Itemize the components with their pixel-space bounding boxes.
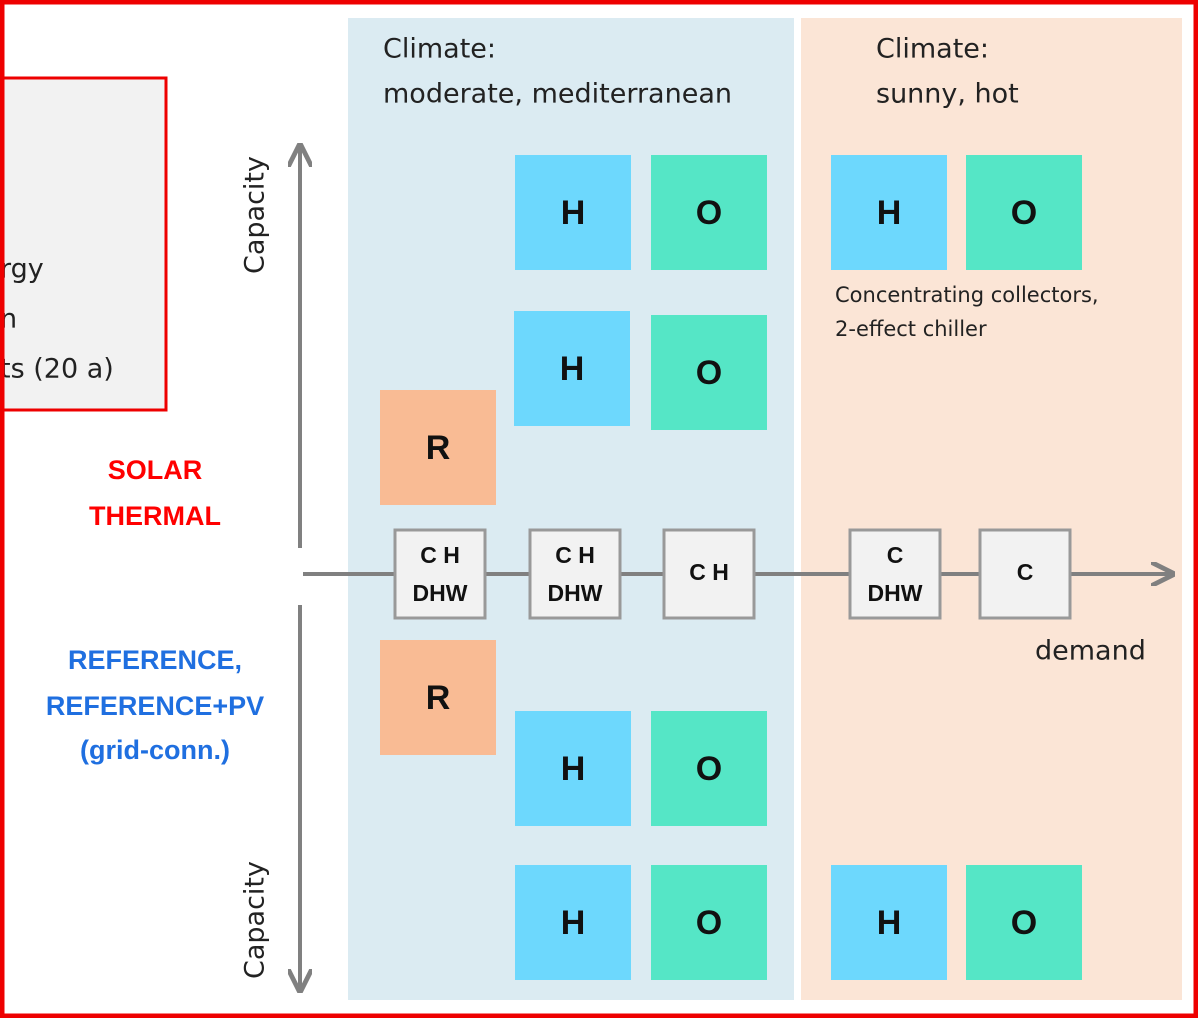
demand-node — [393, 528, 487, 620]
block-label: O — [696, 194, 722, 232]
block-label: O — [696, 354, 722, 392]
block-label: H — [561, 904, 586, 942]
block — [651, 711, 767, 826]
demand-node-label: DHW — [413, 580, 468, 606]
side-label: REFERENCE, — [68, 645, 242, 675]
block-label: O — [1011, 194, 1037, 232]
block — [380, 640, 496, 755]
left-box-line: ts (20 a) — [0, 354, 114, 385]
left-box — [0, 76, 168, 412]
block — [515, 865, 631, 980]
note: Concentrating collectors, — [835, 283, 1099, 307]
block-label: R — [426, 429, 451, 467]
block — [380, 390, 496, 505]
climate-title: Climate: — [876, 34, 989, 65]
side-label: REFERENCE+PV — [46, 691, 264, 721]
block — [966, 155, 1082, 270]
demand-node — [528, 528, 622, 620]
block — [831, 865, 947, 980]
demand-node-label: C H — [555, 542, 595, 568]
axis-label: Capacity — [240, 156, 271, 274]
block — [515, 155, 631, 270]
block-label: O — [1011, 904, 1037, 942]
block — [966, 865, 1082, 980]
block-label: H — [561, 194, 586, 232]
axis-label: demand — [1035, 636, 1146, 667]
block — [651, 315, 767, 430]
climate-desc: sunny, hot — [876, 79, 1019, 110]
block-label: H — [561, 750, 586, 788]
demand-node-label: DHW — [868, 580, 923, 606]
demand-node — [848, 528, 942, 620]
left-box-line: rgy — [0, 254, 44, 285]
demand-node-label: C H — [420, 542, 460, 568]
climate-title: Climate: — [383, 34, 496, 65]
demand-node — [662, 528, 756, 620]
demand-node-label: C — [1017, 559, 1034, 585]
axis-label: Capacity — [240, 861, 271, 979]
side-label: (grid-conn.) — [80, 735, 230, 765]
block-label: R — [426, 679, 451, 717]
demand-node-label: C H — [689, 559, 729, 585]
block-label: H — [877, 194, 902, 232]
block — [514, 311, 630, 426]
side-label: THERMAL — [89, 501, 221, 531]
block-label: O — [696, 750, 722, 788]
block-label: H — [560, 350, 585, 388]
demand-node-label: C — [887, 542, 904, 568]
demand-node-label: DHW — [548, 580, 603, 606]
block-label: H — [877, 904, 902, 942]
demand-node — [978, 528, 1072, 620]
block — [831, 155, 947, 270]
block — [651, 155, 767, 270]
side-label: SOLAR — [108, 455, 203, 485]
block-label: O — [696, 904, 722, 942]
climate-desc: moderate, mediterranean — [383, 79, 732, 110]
block — [515, 711, 631, 826]
note: 2-effect chiller — [835, 317, 987, 341]
block — [651, 865, 767, 980]
